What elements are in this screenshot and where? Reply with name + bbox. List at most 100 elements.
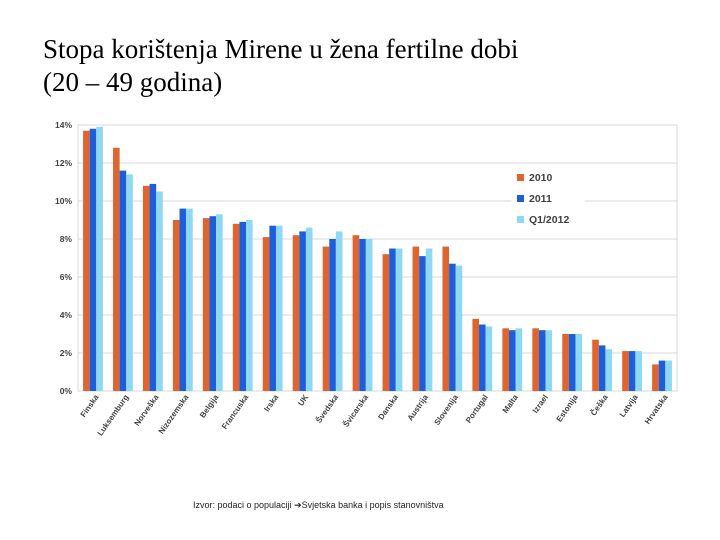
bar-Q1-2012-16 [575,334,583,391]
bar-2010-18 [622,351,629,391]
bar-2011-11 [419,256,426,391]
x-tick-label: Švicarska [341,393,370,429]
y-tick-label: 10% [55,196,72,206]
bar-Q1-2012-0 [96,126,103,392]
bar-2011-17 [598,345,606,391]
bar-2010-19 [652,364,659,391]
x-tick-label: Norveška [132,393,160,428]
y-tick-label: 8% [60,234,73,244]
slide-title-line-1: Stopa korištenja Mirene u žena fertilne … [43,34,519,64]
bar-Q1-2012-15 [545,330,553,391]
x-tick-label: Izrael [531,393,550,415]
gridlines [77,124,678,392]
x-tick-label: Portugal [464,393,490,425]
bar-Q1-2012-7 [305,227,313,391]
bar-2010-2 [142,185,150,391]
slide-title-line-2: (20 – 49 godina) [43,67,223,97]
bar-2010-17 [592,339,599,391]
bar-2010-10 [382,254,390,391]
x-tick-label: Austrija [406,393,431,423]
bar-2010-6 [262,237,270,391]
bar-Q1-2012-14 [515,328,523,391]
bar-Q1-2012-13 [485,326,493,391]
bar-2011-7 [299,231,306,391]
legend: 2010 2011 Q1/2012 [511,168,585,236]
bar-2010-0 [83,130,90,391]
x-tick-label: Švedska [314,393,340,425]
bar-Q1-2012-9 [365,239,373,391]
source-text-after: Svjetska banka i popis stanovništva [301,500,444,510]
bar-Q1-2012-1 [126,174,133,391]
x-tick-label: Luksemburg [96,393,131,438]
bar-2010-12 [442,246,450,391]
x-tick-label: Francuska [220,393,251,431]
bar-Q1-2012-12 [455,265,463,391]
y-tick-label: 12% [55,158,72,168]
bar-Q1-2012-8 [335,231,343,391]
legend-swatch-0 [517,174,524,181]
bar-2010-9 [352,235,360,391]
x-tick-label: Latvija [618,393,640,419]
bar-2011-12 [449,263,456,391]
plot-border [77,124,678,392]
bar-Q1-2012-17 [605,349,613,391]
bar-2011-13 [479,324,486,391]
bar-Q1-2012-19 [665,360,672,391]
bar-2010-1 [113,147,120,391]
x-tick-label: Belgija [198,393,221,420]
bar-Q1-2012-11 [425,248,433,391]
bar-2011-1 [119,170,127,391]
bar-2011-0 [89,128,97,392]
source-text-before: Izvor: podaci o populaciji [193,500,295,510]
bar-2010-11 [412,246,420,391]
bar-Q1-2012-6 [275,225,283,391]
legend-swatch-2 [517,216,524,223]
bar-2011-10 [389,248,396,391]
x-tick-label: UK [296,393,310,408]
bar-2010-16 [562,334,569,391]
bar-2010-8 [322,246,330,391]
bar-2010-4 [202,218,210,391]
bar-2010-7 [292,235,300,391]
x-tick-label: Češka [589,393,610,418]
x-tick-label: Danska [376,393,400,422]
bar-2010-14 [502,328,509,391]
bar-2010-5 [232,223,240,391]
source-note: Izvor: podaci o populaciji ➔Svjetska ban… [193,500,444,511]
bar-2011-8 [329,239,336,391]
y-axis-tick-labels: 0% 2% 4% 6% 8% 10% 12% 14% [55,120,72,396]
bar-2011-5 [239,221,247,391]
bar-2011-15 [538,330,546,391]
bar-2011-4 [209,216,217,391]
bar-Q1-2012-4 [216,214,223,391]
y-tick-label: 0% [60,386,73,396]
arrow-right-icon: ➔ [294,500,302,510]
x-tick-label: Nizozemska [157,393,191,436]
bar-Q1-2012-18 [635,351,642,391]
x-tick-label: Irska [262,393,280,414]
y-tick-label: 4% [60,310,73,320]
bar-2011-16 [568,334,576,391]
bar-Q1-2012-3 [186,208,193,391]
bar-Q1-2012-10 [395,248,403,391]
bar-2011-14 [508,330,516,391]
bar-2011-2 [149,183,157,391]
bar-Q1-2012-5 [246,220,253,391]
legend-label-1: 2011 [529,193,552,205]
x-tick-label: Malta [501,393,520,415]
bar-2010-15 [532,328,539,391]
slide-title: Stopa korištenja Mirene u žena fertilne … [43,33,693,99]
bar-Q1-2012-2 [156,191,163,391]
legend-label-0: 2010 [529,172,553,184]
bars [83,126,672,392]
bar-2011-9 [359,239,366,391]
y-tick-label: 14% [55,120,72,130]
x-tick-label: Slovenija [432,393,460,427]
bar-2011-18 [628,351,636,391]
legend-swatch-1 [517,195,524,202]
x-tick-label: Hrvatska [643,393,670,426]
legend-label-2: Q1/2012 [529,214,569,226]
y-tick-label: 6% [60,272,73,282]
